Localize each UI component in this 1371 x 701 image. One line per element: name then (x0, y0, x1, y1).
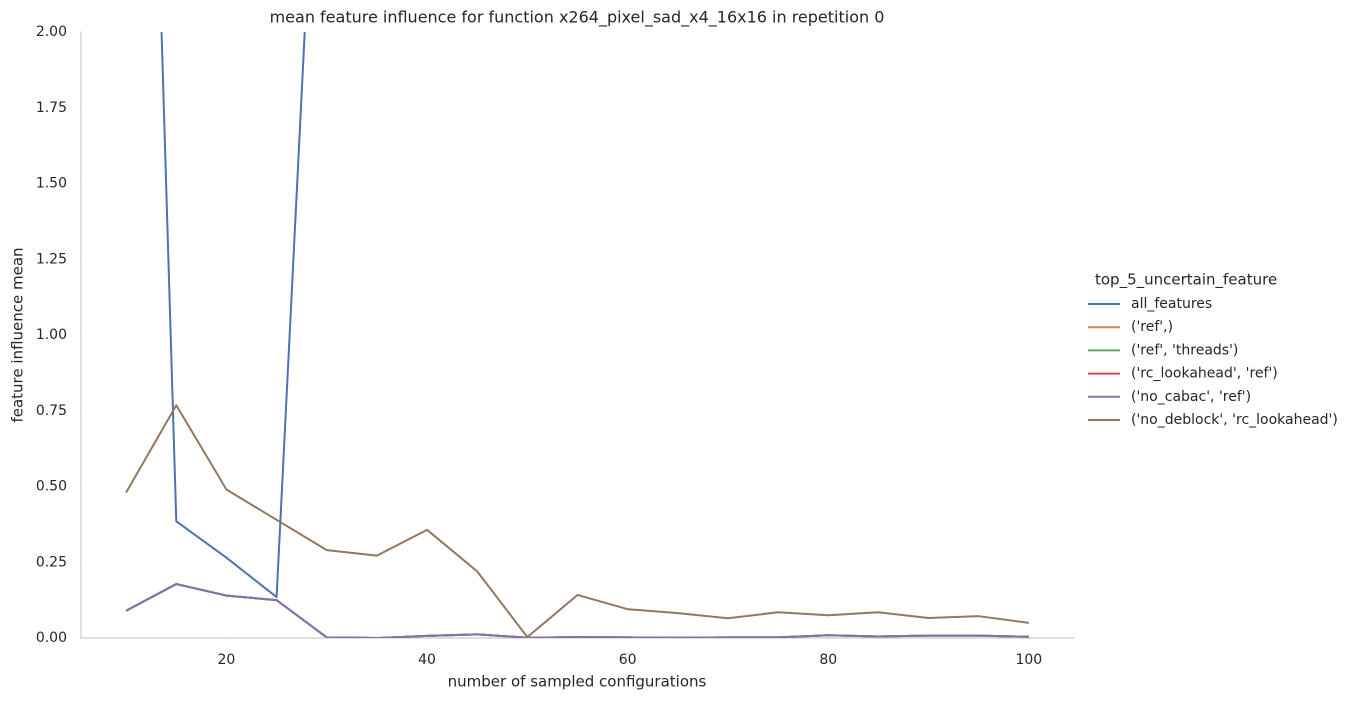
x-tick-label: 60 (619, 652, 637, 668)
x-tick-label: 40 (418, 652, 436, 668)
legend-label: ('no_cabac', 'ref') (1131, 389, 1251, 405)
series-line (125, 404, 1029, 638)
series-line (125, 583, 1029, 638)
y-tick-label: 1.50 (36, 176, 67, 192)
plot-area (125, 32, 1029, 638)
legend-label: ('ref',) (1131, 319, 1173, 335)
chart-title: mean feature influence for function x264… (270, 8, 885, 28)
series-line (125, 583, 1029, 638)
x-tick-label: 20 (218, 652, 236, 668)
legend-label: ('rc_lookahead', 'ref') (1131, 366, 1278, 382)
y-tick-label: 0.50 (36, 479, 67, 495)
y-tick-label: 0.75 (36, 403, 67, 419)
series-line (125, 583, 1029, 638)
x-axis-label: number of sampled configurations (448, 673, 707, 691)
y-tick-label: 1.00 (36, 327, 67, 343)
y-tick-label: 0.25 (36, 554, 67, 570)
y-tick-label: 1.25 (36, 251, 67, 267)
series-line (125, 583, 1029, 638)
x-tick-label: 80 (819, 652, 837, 668)
legend-title: top_5_uncertain_feature (1095, 271, 1277, 290)
x-tick-label: 100 (1015, 652, 1042, 668)
y-tick-label: 2.00 (36, 24, 67, 40)
y-tick-label: 0.00 (36, 630, 67, 646)
y-axis-label: feature influence mean (9, 247, 27, 422)
legend-label: ('ref', 'threads') (1131, 342, 1238, 358)
series-line (160, 32, 306, 599)
legend-label: all_features (1131, 296, 1212, 312)
y-tick-label: 1.75 (36, 100, 67, 116)
legend-label: ('no_deblock', 'rc_lookahead') (1131, 412, 1338, 428)
